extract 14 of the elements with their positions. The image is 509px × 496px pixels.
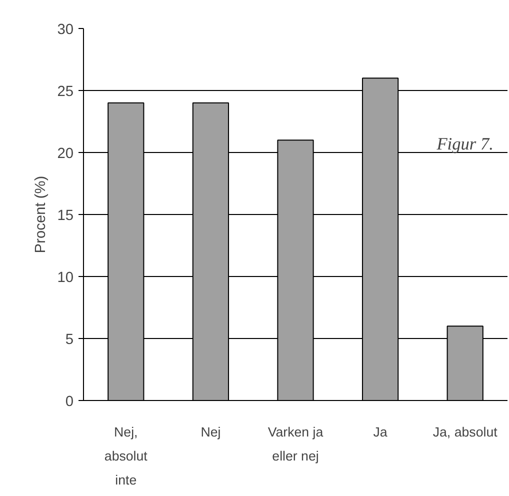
y-tick-label: 0 (65, 394, 74, 410)
x-tick-label: Ja (373, 424, 388, 440)
y-tick-label: 5 (65, 332, 74, 348)
y-tick-label: 10 (57, 270, 74, 286)
annotation: Figur 7. (436, 134, 494, 154)
y-tick-label: 15 (57, 208, 74, 224)
y-tick-label: 25 (57, 84, 74, 100)
x-tick-label: Nej (200, 424, 221, 440)
x-tick-label: Nej, absolut inte (104, 424, 148, 488)
y-tick-label: 20 (57, 146, 74, 162)
y-axis-title: Procent (%) (33, 176, 50, 254)
x-tick-label: Varken ja eller nej (268, 424, 324, 464)
y-tick-label: 30 (57, 22, 74, 38)
x-tick-label: Ja, absolut (432, 424, 498, 440)
